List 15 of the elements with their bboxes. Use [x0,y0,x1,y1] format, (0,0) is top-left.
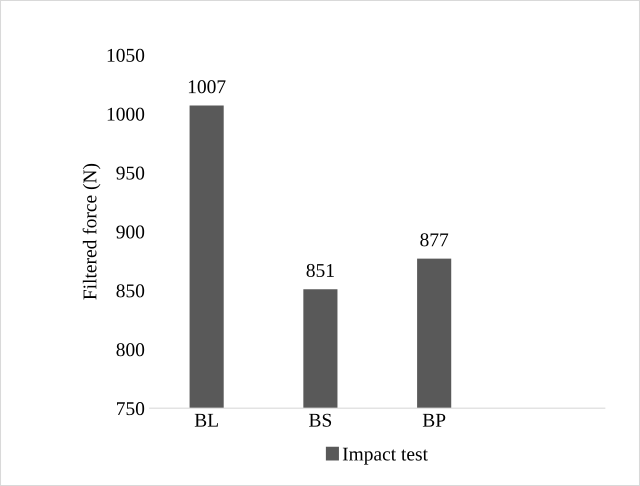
legend-label: Impact test [342,448,428,465]
data-label: 851 [306,264,334,278]
data-label: 877 [420,233,448,246]
y-tick-label: 800 [116,343,144,356]
y-tick-label: 750 [117,402,144,416]
x-tick-label: BL [194,414,218,427]
x-tick-label: BS [309,414,332,427]
y-axis-title: Filtered force (N) [82,164,100,300]
x-tick-label: BP [422,414,446,427]
y-tick-label: 950 [116,166,144,180]
y-tick-label: 1000 [108,108,144,121]
data-label: 1007 [188,80,226,94]
y-tick-label: 1050 [108,48,144,62]
y-tick-label: 900 [116,225,144,239]
y-tick-label: 850 [116,284,144,298]
